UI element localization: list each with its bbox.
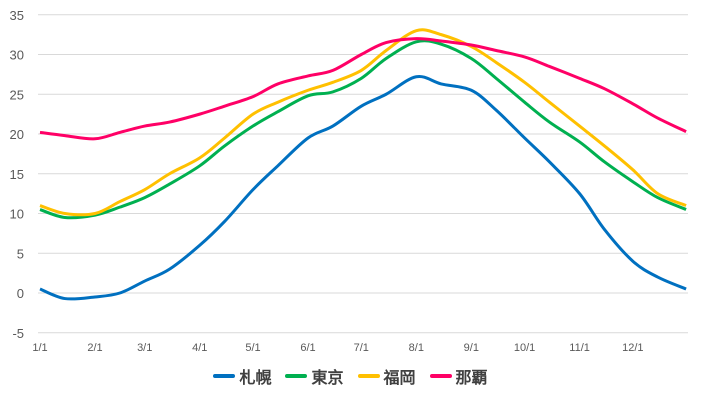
legend-label: 福岡 [383, 368, 416, 387]
x-tick-label: 5/1 [245, 342, 260, 354]
legend-label: 那覇 [455, 368, 488, 387]
legend-swatch [429, 374, 452, 378]
legend-item: 札幌 [213, 364, 271, 388]
series-line-0 [39, 74, 687, 301]
y-tick-label: 20 [10, 127, 24, 142]
legend: 札幌 東京 福岡 那覇 [0, 364, 701, 388]
series-line-3 [39, 37, 687, 141]
x-tick-label: 1/1 [32, 342, 47, 354]
y-tick-label: -5 [12, 326, 24, 341]
y-tick-label: 5 [17, 246, 24, 261]
x-tick-label: 2/1 [87, 342, 102, 354]
y-tick-label: 10 [10, 207, 24, 222]
x-tick-label: 9/1 [464, 342, 479, 354]
legend-label: 札幌 [239, 368, 272, 387]
series-line-1 [39, 39, 687, 220]
legend-item: 福岡 [357, 364, 416, 388]
legend-label: 東京 [311, 368, 344, 387]
line-chart: 35 30 25 20 15 10 5 0 -5 1/1 2/1 3/1 4/1 5/1 6/1 7/1 8/1… [10, 8, 688, 354]
legend-item: 那覇 [429, 364, 488, 388]
x-tick-label: 7/1 [354, 342, 369, 354]
x-tick-label: 8/1 [409, 342, 424, 354]
y-tick-label: 15 [10, 167, 24, 182]
y-tick-label: 35 [10, 8, 24, 23]
legend-swatch [285, 374, 308, 378]
y-tick-label: 30 [10, 48, 24, 63]
x-tick-label: 3/1 [137, 342, 152, 354]
x-tick-label: 10/1 [514, 342, 535, 354]
legend-item: 東京 [285, 364, 344, 388]
x-tick-label: 11/1 [569, 342, 590, 354]
y-tick-label: 0 [17, 286, 24, 301]
series-line-2 [39, 28, 687, 217]
x-tick-label: 4/1 [192, 342, 207, 354]
x-tick-label: 12/1 [622, 342, 643, 354]
x-tick-label: 6/1 [300, 342, 315, 354]
legend-swatch [213, 374, 236, 378]
legend-swatch [357, 374, 380, 378]
y-tick-label: 25 [10, 87, 24, 102]
